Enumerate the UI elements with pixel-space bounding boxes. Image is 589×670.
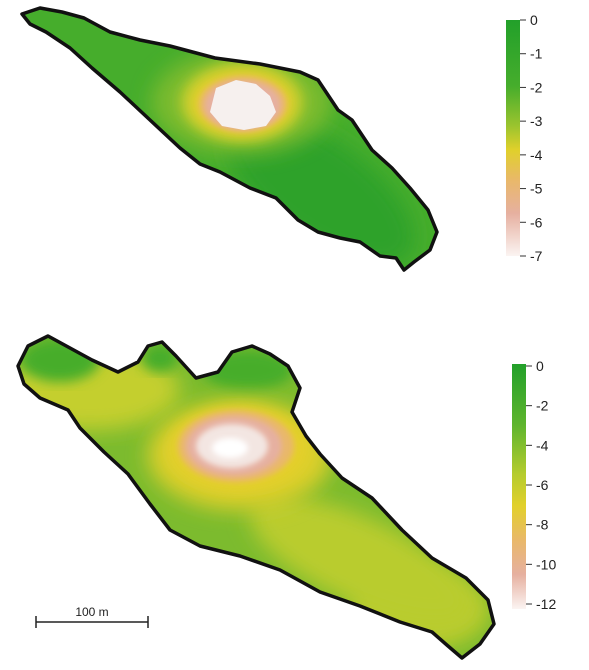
- lower-legend-tick-label: -2: [536, 398, 549, 414]
- lower-lake-shoreline: [16, 334, 496, 660]
- lower-legend-tick-label: -8: [536, 517, 549, 533]
- upper-lake-map: [20, 6, 439, 272]
- upper-depth-legend: 0 -1 -2 -3 -4 -5 -6 -7: [506, 12, 543, 264]
- lower-depth-legend: 0 -2 -4 -6 -8 -10 -12: [512, 358, 556, 612]
- upper-legend-tick-label: -6: [530, 214, 543, 230]
- upper-legend-tick-label: 0: [530, 12, 538, 28]
- upper-lake-shoreline: [20, 6, 439, 272]
- upper-legend-tick-label: -2: [530, 79, 543, 95]
- upper-lake-depth-fill: [22, 8, 437, 270]
- upper-legend-tick-label: -4: [530, 147, 543, 163]
- upper-legend-tick-label: -5: [530, 181, 543, 197]
- upper-legend-tick-label: -1: [530, 46, 543, 62]
- upper-legend-tick-label: -3: [530, 113, 543, 129]
- upper-legend-colorbar: [506, 20, 520, 256]
- scale-bar-label: 100 m: [75, 605, 108, 619]
- scale-bar: 100 m: [35, 605, 149, 628]
- lower-legend-colorbar: [512, 364, 526, 609]
- lower-legend-tick-label: -10: [536, 556, 556, 572]
- lower-legend-tick-label: -12: [536, 596, 556, 612]
- lower-legend-tick-label: -4: [536, 437, 549, 453]
- lower-legend-tick-label: 0: [536, 358, 544, 374]
- lower-legend-tick-label: -6: [536, 477, 549, 493]
- upper-legend-tick-label: -7: [530, 248, 543, 264]
